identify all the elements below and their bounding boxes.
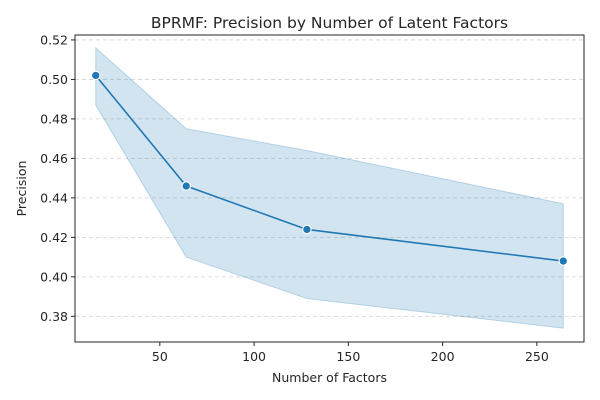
y-tick-label: 0.38 — [40, 309, 68, 324]
x-axis-label: Number of Factors — [272, 370, 387, 385]
x-tick-label: 250 — [525, 349, 549, 364]
y-tick-label: 0.44 — [40, 190, 68, 205]
series-line — [95, 74, 564, 262]
confidence-band — [95, 46, 564, 329]
x-axis-ticks: 50 100 150 200 250 — [152, 342, 549, 364]
grid-layer — [75, 39, 584, 317]
data-point — [181, 181, 191, 191]
y-tick-label: 0.42 — [40, 230, 68, 245]
y-axis-label: Precision — [14, 161, 29, 217]
y-tick-label: 0.52 — [40, 32, 68, 47]
confidence-band-layer — [95, 46, 564, 329]
series-line-layer — [95, 74, 564, 262]
plot-frame — [74, 34, 585, 343]
data-point — [90, 70, 101, 81]
y-axis-ticks: 0.38 0.40 0.42 0.44 0.46 0.48 0.50 0.52 — [40, 32, 75, 324]
x-tick-label: 100 — [242, 349, 266, 364]
y-tick-label: 0.40 — [40, 269, 68, 284]
x-tick-label: 150 — [336, 349, 360, 364]
chart-title: BPRMF: Precision by Number of Latent Fac… — [151, 14, 508, 32]
y-tick-label: 0.50 — [40, 72, 68, 87]
x-tick-label: 50 — [152, 349, 168, 364]
x-tick-label: 200 — [431, 349, 455, 364]
data-point — [558, 256, 569, 266]
data-point-layer — [90, 70, 569, 266]
y-tick-label: 0.48 — [40, 111, 68, 126]
data-point — [302, 224, 312, 235]
y-tick-label: 0.46 — [40, 151, 68, 166]
